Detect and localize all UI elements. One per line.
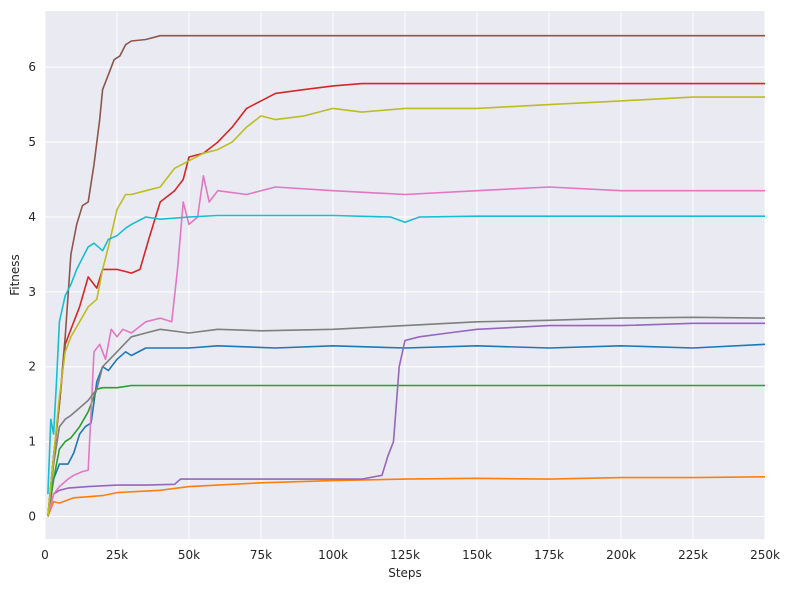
x-tick-label: 75k — [250, 548, 272, 562]
y-tick-label: 5 — [28, 135, 36, 149]
y-tick-label: 6 — [28, 60, 36, 74]
tick-labels: 0 25k 50k 75k 100k 125k 150k 175k 200k 225k 250k 0 1… — [28, 60, 780, 562]
series-line-3 — [47, 384, 765, 517]
y-tick-label: 3 — [28, 285, 36, 299]
series-line-9 — [47, 96, 765, 517]
y-tick-label: 4 — [28, 210, 36, 224]
series-line-5 — [47, 322, 765, 517]
grid — [44, 11, 766, 539]
y-tick-label: 2 — [28, 360, 36, 374]
series-line-7 — [47, 175, 765, 517]
x-tick-label: 175k — [534, 548, 564, 562]
series-layer — [47, 34, 766, 517]
x-tick-label: 225k — [678, 548, 708, 562]
y-tick-label: 0 — [28, 510, 36, 524]
series-line-8 — [47, 316, 766, 517]
x-tick-label: 100k — [318, 548, 348, 562]
x-tick-label: 150k — [462, 548, 492, 562]
x-tick-label: 50k — [178, 548, 200, 562]
series-line-2 — [47, 476, 766, 517]
x-tick-label: 125k — [390, 548, 420, 562]
y-tick-label: 1 — [28, 435, 36, 449]
series-line-6 — [47, 34, 765, 517]
x-axis-label: Steps — [388, 566, 422, 580]
series-line-1 — [47, 343, 766, 517]
series-line-4 — [47, 82, 765, 517]
series-line-10 — [47, 214, 765, 495]
x-tick-label: 250k — [750, 548, 780, 562]
x-tick-label: 25k — [106, 548, 128, 562]
y-axis-label: Fitness — [8, 254, 22, 296]
x-tick-label: 200k — [606, 548, 636, 562]
x-tick-label: 0 — [41, 548, 49, 562]
